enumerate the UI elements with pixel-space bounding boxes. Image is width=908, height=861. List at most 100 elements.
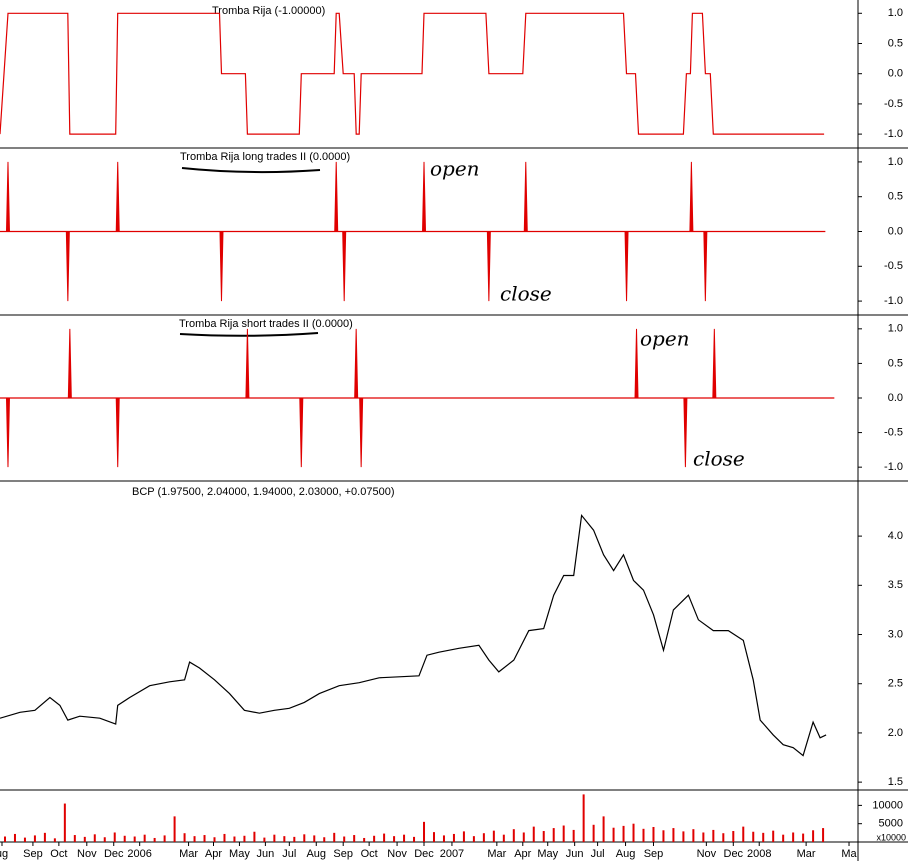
panel-title: Tromba Rija long trades II (0.0000) <box>180 151 350 163</box>
volume-bar <box>383 833 386 842</box>
y-tick-label: -1.0 <box>884 295 903 307</box>
panel-title: Tromba Rija (-1.00000) <box>212 5 325 17</box>
volume-bar <box>572 829 575 842</box>
volume-bar <box>622 825 625 842</box>
x-tick-label: 2007 <box>440 848 464 860</box>
volume-bar <box>612 827 615 842</box>
volume-bar <box>123 835 126 842</box>
volume-bar <box>802 833 805 842</box>
volume-bar <box>153 837 156 842</box>
annotation: close <box>500 282 552 306</box>
volume-bar <box>532 826 535 842</box>
volume-bar <box>233 836 236 842</box>
volume-bar <box>672 828 675 842</box>
spike <box>115 397 120 468</box>
x-tick-label: Aug <box>616 848 636 860</box>
x-tick-label: Mar <box>179 848 198 860</box>
volume-bar <box>722 833 725 842</box>
y-tick-label: 0.5 <box>888 357 903 369</box>
y-tick-label: 0.0 <box>888 392 903 404</box>
volume-bar <box>143 834 146 842</box>
volume-bar <box>452 833 455 842</box>
volume-bar <box>13 833 16 842</box>
spike <box>422 161 427 232</box>
spike <box>634 328 639 399</box>
volume-bar <box>642 828 645 842</box>
spike <box>683 397 688 468</box>
y-tick-label: 1.0 <box>888 156 903 168</box>
x-tick-label: Jun <box>257 848 275 860</box>
volume-bar <box>502 834 505 842</box>
spike <box>359 397 364 468</box>
volume-bar <box>133 836 136 842</box>
spike <box>67 328 72 399</box>
y-tick-label: 1.5 <box>888 776 903 788</box>
volume-bar <box>173 816 176 842</box>
x-tick-label: Jun <box>566 848 584 860</box>
volume-bar <box>662 830 665 842</box>
x-tick-label: ug <box>0 848 8 860</box>
y-tick-label: -0.5 <box>884 98 903 110</box>
volume-bar <box>93 834 96 842</box>
y-tick-label: 0.0 <box>888 225 903 237</box>
volume-bar <box>782 834 785 842</box>
spike <box>5 161 10 232</box>
x-tick-label: Dec <box>724 848 744 860</box>
series-line <box>0 12 825 135</box>
volume-bar <box>323 837 326 842</box>
volume-bar <box>632 823 635 842</box>
y-tick-label: 0.5 <box>888 37 903 49</box>
volume-bar <box>33 835 36 842</box>
volume-bar <box>213 837 216 842</box>
spike <box>65 231 70 302</box>
underline <box>181 167 321 174</box>
volume-bar <box>682 831 685 842</box>
volume-bar <box>373 835 376 842</box>
spike <box>486 231 491 302</box>
y-tick-label: 0.5 <box>888 191 903 203</box>
volume-bar <box>223 833 226 842</box>
x-tick-label: Mar <box>487 848 506 860</box>
x-tick-label: Nov <box>77 848 97 860</box>
volume-bar <box>313 835 316 842</box>
volume-bar <box>712 829 715 842</box>
volume-bar <box>472 836 475 842</box>
underline <box>179 332 319 337</box>
volume-bar <box>522 832 525 842</box>
volume-bar <box>353 835 356 842</box>
volume-bar <box>253 831 256 842</box>
x-tick-label: Sep <box>333 848 353 860</box>
volume-bar <box>702 832 705 842</box>
volume-bar <box>562 825 565 842</box>
volume-bar <box>432 832 435 842</box>
volume-bar <box>692 829 695 842</box>
volume-bar <box>203 835 206 842</box>
volume-bar <box>293 836 296 842</box>
volume-bar <box>343 836 346 842</box>
volume-bar <box>393 836 396 842</box>
panel-title: BCP (1.97500, 2.04000, 1.94000, 2.03000,… <box>132 486 395 498</box>
volume-bar <box>333 832 336 842</box>
volume-bar <box>413 836 416 842</box>
y-tick-label: 5000 <box>879 818 903 830</box>
y-tick-label: 1.0 <box>888 7 903 19</box>
spike <box>245 328 250 399</box>
x-tick-label: May <box>229 848 250 860</box>
annotation: close <box>693 447 745 471</box>
x-tick-label: Nov <box>387 848 407 860</box>
x-tick-label: Dec <box>104 848 124 860</box>
y-tick-label: 2.5 <box>888 678 903 690</box>
spike <box>5 397 10 468</box>
y-tick-label: -0.5 <box>884 426 903 438</box>
y-tick-label: 10000 <box>872 799 903 811</box>
x-tick-label: May <box>537 848 558 860</box>
volume-bar <box>822 828 825 842</box>
volume-bar <box>113 832 116 842</box>
spike <box>523 161 528 232</box>
volume-bar <box>283 836 286 842</box>
volume-bar <box>183 833 186 842</box>
x-tick-label: Nov <box>697 848 717 860</box>
y-tick-label: -1.0 <box>884 128 903 140</box>
